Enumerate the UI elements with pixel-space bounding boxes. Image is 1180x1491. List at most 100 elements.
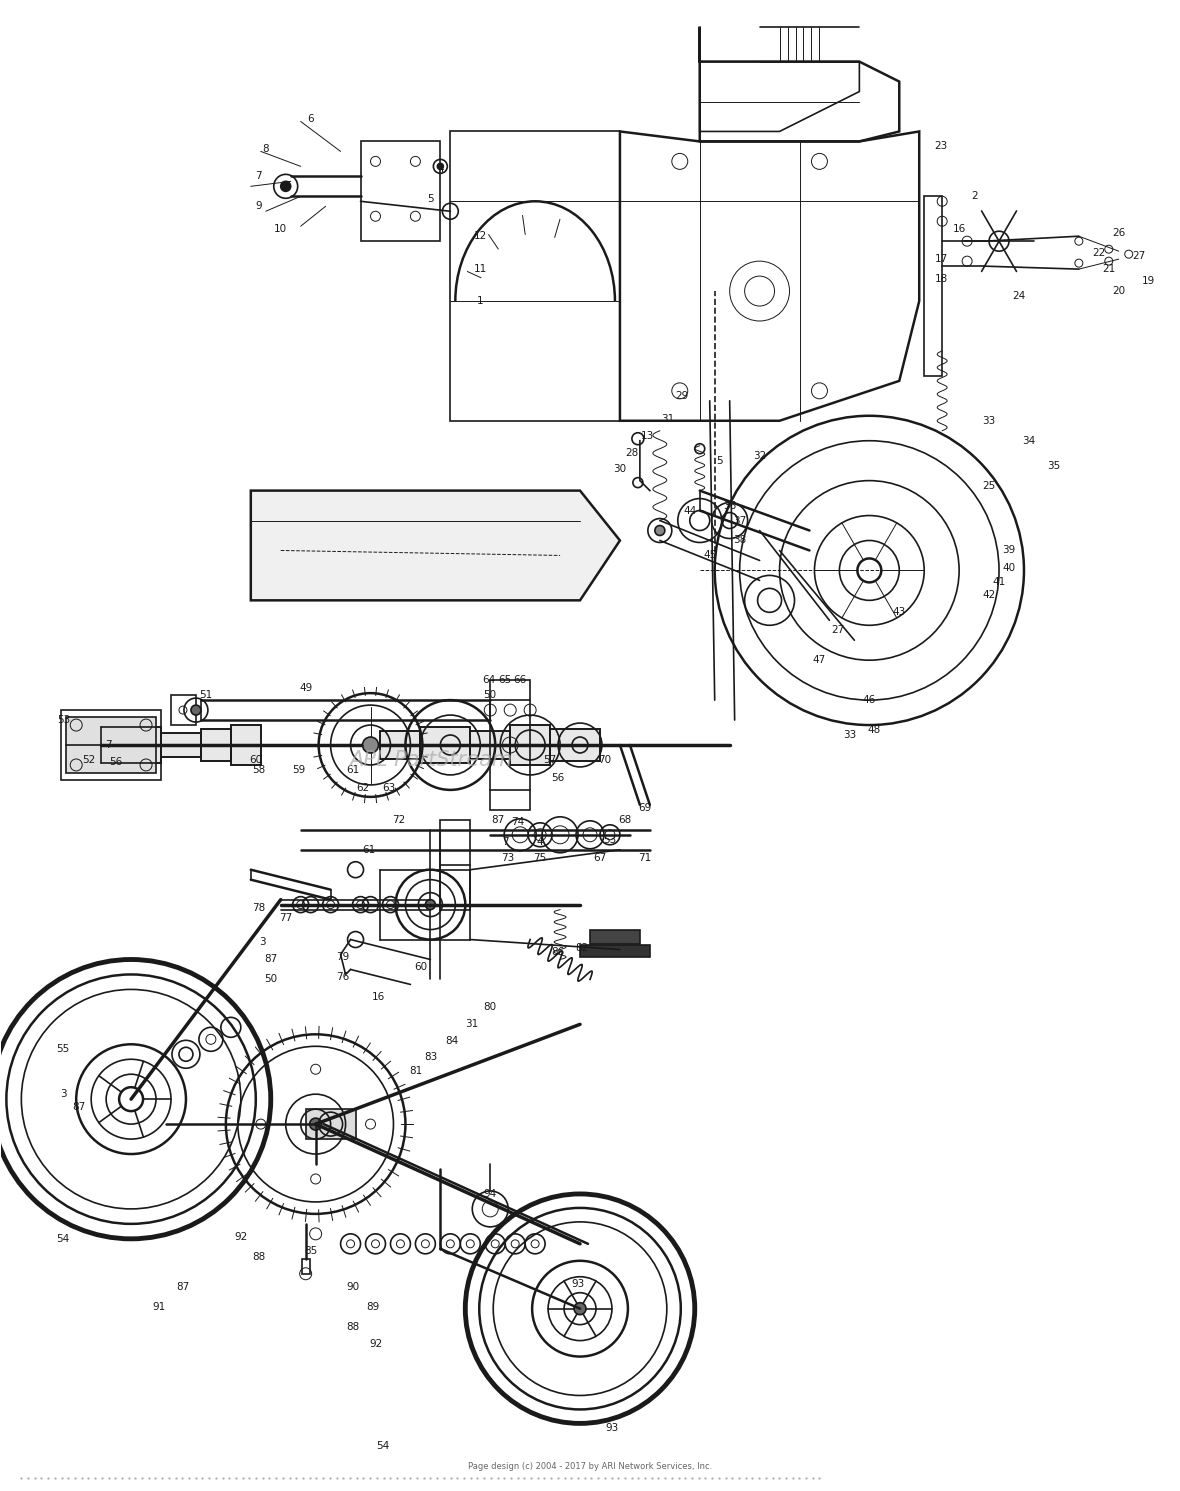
Text: 61: 61 xyxy=(362,845,375,854)
Text: 53: 53 xyxy=(58,716,71,725)
Text: 25: 25 xyxy=(983,480,996,491)
Text: 84: 84 xyxy=(446,1036,459,1047)
Text: 13: 13 xyxy=(641,431,655,441)
Text: 78: 78 xyxy=(253,902,266,912)
Text: 82: 82 xyxy=(576,942,589,953)
Text: 52: 52 xyxy=(83,754,96,765)
Text: 34: 34 xyxy=(1022,435,1036,446)
Text: 62: 62 xyxy=(356,783,369,793)
Text: 11: 11 xyxy=(473,264,487,274)
Text: 91: 91 xyxy=(152,1302,165,1312)
Text: 12: 12 xyxy=(473,231,487,242)
Bar xyxy=(61,710,160,780)
Text: 47: 47 xyxy=(813,655,826,665)
Circle shape xyxy=(309,1118,322,1130)
Text: 69: 69 xyxy=(638,802,651,813)
Bar xyxy=(924,197,942,376)
Text: 23: 23 xyxy=(935,142,948,152)
Bar xyxy=(581,944,650,957)
Text: 79: 79 xyxy=(336,953,349,963)
Text: 53: 53 xyxy=(603,835,617,845)
Text: 73: 73 xyxy=(502,853,514,863)
Text: 40: 40 xyxy=(1003,564,1016,574)
Text: 48: 48 xyxy=(867,725,881,735)
Text: 3: 3 xyxy=(260,936,266,947)
Bar xyxy=(160,734,201,757)
Text: APL PartStream: APL PartStream xyxy=(349,750,512,769)
Text: 83: 83 xyxy=(424,1053,437,1062)
Text: 93: 93 xyxy=(571,1279,584,1288)
Text: 55: 55 xyxy=(57,1044,70,1054)
Text: 60: 60 xyxy=(414,963,427,972)
Text: 89: 89 xyxy=(366,1302,379,1312)
Bar xyxy=(490,680,530,810)
Text: 16: 16 xyxy=(952,224,965,234)
Text: 28: 28 xyxy=(625,447,638,458)
Text: 92: 92 xyxy=(369,1339,382,1348)
Bar xyxy=(590,929,640,944)
Bar xyxy=(380,731,420,759)
Text: 80: 80 xyxy=(484,1002,497,1012)
Polygon shape xyxy=(251,491,620,601)
Circle shape xyxy=(655,525,664,535)
Text: 66: 66 xyxy=(513,675,526,686)
Text: 87: 87 xyxy=(492,814,505,825)
Text: 64: 64 xyxy=(483,675,496,686)
Text: Page design (c) 2004 - 2017 by ARI Network Services, Inc.: Page design (c) 2004 - 2017 by ARI Netwo… xyxy=(468,1461,712,1470)
Circle shape xyxy=(425,899,435,910)
Bar xyxy=(201,729,231,760)
Text: 57: 57 xyxy=(544,754,557,765)
Text: 5: 5 xyxy=(716,456,723,465)
Bar xyxy=(440,820,471,910)
Text: 30: 30 xyxy=(614,464,627,474)
Text: 17: 17 xyxy=(935,253,948,264)
Circle shape xyxy=(573,1303,586,1315)
Text: 87: 87 xyxy=(73,1102,86,1112)
Text: 88: 88 xyxy=(346,1321,359,1331)
Circle shape xyxy=(281,182,290,191)
Text: 86: 86 xyxy=(551,947,565,957)
Text: 75: 75 xyxy=(533,853,546,863)
Text: 61: 61 xyxy=(346,765,359,775)
Text: 26: 26 xyxy=(1112,228,1126,239)
Text: 85: 85 xyxy=(304,1246,317,1255)
Text: 56: 56 xyxy=(551,772,565,783)
Text: 65: 65 xyxy=(499,675,512,686)
Text: 22: 22 xyxy=(1093,248,1106,258)
Text: 88: 88 xyxy=(253,1252,266,1261)
Text: 33: 33 xyxy=(843,731,856,740)
Text: 43: 43 xyxy=(892,607,906,617)
Text: 29: 29 xyxy=(675,391,688,401)
Text: 31: 31 xyxy=(466,1020,479,1029)
Text: 51: 51 xyxy=(199,690,212,701)
Text: 94: 94 xyxy=(484,1188,497,1199)
Bar xyxy=(510,725,550,765)
Text: 71: 71 xyxy=(638,853,651,863)
Text: 42: 42 xyxy=(983,590,996,601)
Text: 50: 50 xyxy=(264,975,277,984)
Text: 19: 19 xyxy=(1142,276,1155,286)
Text: 44: 44 xyxy=(683,505,696,516)
Bar xyxy=(302,1258,309,1273)
Bar xyxy=(471,731,510,759)
Text: 68: 68 xyxy=(618,814,631,825)
Text: 27: 27 xyxy=(831,625,844,635)
Text: 7: 7 xyxy=(502,836,509,847)
Text: 2: 2 xyxy=(971,191,977,201)
Text: 35: 35 xyxy=(1048,461,1061,471)
Text: 20: 20 xyxy=(1113,286,1126,297)
Text: 46: 46 xyxy=(863,695,876,705)
Text: 4: 4 xyxy=(537,836,544,847)
Text: 72: 72 xyxy=(392,814,405,825)
Text: 27: 27 xyxy=(1132,250,1146,261)
Bar xyxy=(420,728,471,763)
Text: 87: 87 xyxy=(176,1282,190,1291)
Circle shape xyxy=(191,705,201,716)
Text: 76: 76 xyxy=(336,972,349,983)
Text: 18: 18 xyxy=(935,274,948,285)
Text: 36: 36 xyxy=(723,501,736,510)
Text: 41: 41 xyxy=(992,577,1005,587)
Text: 7: 7 xyxy=(105,740,111,750)
Bar xyxy=(66,717,156,772)
Text: 6: 6 xyxy=(307,115,314,124)
